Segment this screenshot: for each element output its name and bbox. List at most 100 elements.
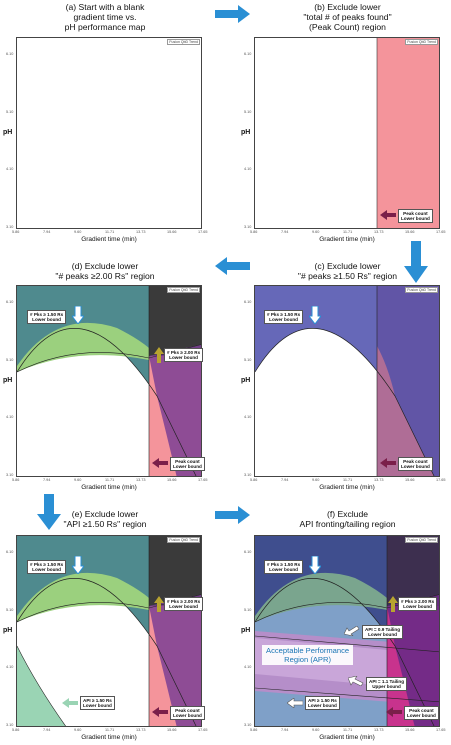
arrow-down-icon: [72, 556, 84, 574]
title-e-line1: (e) Exclude lower: [71, 509, 139, 519]
x-tick-label: 11.71: [105, 230, 115, 234]
label-line: Upper bound: [372, 684, 401, 690]
arrow-right-icon: [215, 506, 250, 524]
label-line: Lower bound: [407, 713, 436, 719]
label-peaks150-c: # Pks ≥ 1.50 Rs Lower bound: [264, 310, 304, 325]
label-line: API = 0.9 Tailing: [365, 627, 401, 632]
y-tick-label: 6.10: [6, 52, 14, 57]
label-line: # Pks ≥ 1.50 Rs: [30, 562, 64, 567]
label-line: # Pks ≥ 1.50 Rs: [30, 312, 64, 317]
arrow-left-icon: [287, 698, 303, 708]
x-tick-label: 11.71: [105, 478, 115, 482]
x-axis-label: Gradient time (min): [319, 236, 375, 243]
title-b-line2: "total # of peaks found": [303, 12, 392, 22]
arrow-down-icon: [72, 306, 84, 324]
x-tick-label: 15.66: [405, 728, 415, 732]
y-axis-label: pH: [241, 627, 251, 634]
label-line: Lower bound: [32, 567, 61, 573]
apr-line: Region (APR): [284, 655, 331, 664]
y-tick-label: 5.10: [244, 607, 252, 612]
title-a-line2: gradient time vs.: [73, 12, 137, 22]
x-tick-label: 5.86: [12, 478, 20, 482]
y-tick-label: 3.10: [6, 473, 14, 477]
title-a: (a) Start with a blank gradient time vs.…: [10, 2, 200, 32]
y-axis-label: pH: [3, 129, 13, 136]
arrow-right-icon: [215, 5, 250, 23]
y-axis-label: pH: [241, 377, 251, 384]
x-tick-label: 11.71: [343, 728, 353, 732]
corner-tag: Fusion QbD Trend: [405, 287, 438, 293]
arrow-up-icon: [154, 347, 164, 363]
corner-tag: Fusion QbD Trend: [405, 537, 438, 543]
label-line: Lower bound: [32, 317, 61, 323]
label-api11-f: API = 1.1 Tailing Upper bound: [366, 677, 408, 692]
x-tick-label: 7.94: [281, 728, 289, 732]
x-axis-label: Gradient time (min): [319, 484, 375, 491]
label-line: Peak count: [409, 708, 434, 713]
peaks200-green: [17, 572, 149, 622]
apr-line: Acceptable Performance: [266, 646, 350, 655]
label-peaks150-e: # Pks ≥ 1.50 Rs Lower bound: [27, 560, 67, 575]
x-tick-label: 9.60: [312, 478, 320, 482]
arrow-left-icon: [152, 458, 168, 468]
x-tick-label: 17.65: [198, 728, 208, 732]
title-f-line2: API fronting/tailing region: [299, 519, 396, 529]
x-tick-label: 11.71: [343, 230, 353, 234]
title-d-line1: (d) Exclude lower: [71, 261, 139, 271]
x-tick-label: 7.94: [43, 728, 51, 732]
y-tick-label: 6.10: [6, 300, 14, 305]
label-line: # Pks ≥ 1.50 Rs: [267, 312, 301, 317]
peak-count-region: [377, 38, 439, 228]
x-axis-label: Gradient time (min): [81, 734, 137, 741]
label-line: # Pks ≥ 2.00 Rs: [401, 599, 435, 604]
arrow-left-icon: [380, 458, 396, 468]
label-peak-count-c: Peak count Lower bound: [398, 457, 433, 472]
x-tick-label: 17.65: [436, 478, 446, 482]
y-tick-label: 5.10: [244, 109, 252, 114]
y-tick-label: 5.10: [6, 357, 14, 362]
label-line: Lower bound: [83, 703, 112, 709]
x-tick-label: 17.65: [198, 230, 208, 234]
title-b: (b) Exclude lower "total # of peaks foun…: [250, 2, 445, 32]
y-tick-label: 3.10: [244, 473, 252, 477]
x-tick-label: 15.66: [167, 728, 177, 732]
label-api150-e: API ≥ 1.50 Rs Lower bound: [80, 696, 115, 711]
title-c-line1: (c) Exclude lower: [314, 261, 381, 271]
title-a-line1: (a) Start with a blank: [65, 2, 145, 12]
x-tick-label: 5.86: [12, 230, 20, 234]
label-line: # Pks ≥ 2.00 Rs: [167, 350, 201, 355]
title-c: (c) Exclude lower "# peaks ≥1.50 Rs" reg…: [250, 261, 445, 281]
x-tick-label: 13.73: [136, 230, 146, 234]
title-d-line2: "# peaks ≥2.00 Rs" region: [55, 271, 155, 281]
arrow-down-icon: [37, 494, 61, 530]
x-tick-label: 9.60: [74, 728, 82, 732]
x-tick-label: 15.66: [405, 478, 415, 482]
x-tick-label: 5.86: [250, 478, 258, 482]
y-tick-label: 4.10: [6, 167, 14, 172]
arrow-left-icon: [62, 698, 78, 708]
apr-label: Acceptable Performance Region (APR): [262, 645, 354, 665]
title-e: (e) Exclude lower "API ≥1.50 Rs" region: [10, 509, 200, 529]
label-line: Peak count: [403, 459, 428, 464]
y-tick-label: 3.10: [244, 723, 252, 727]
label-peak-count-e: Peak count Lower bound: [170, 706, 205, 721]
label-line: API = 1.1 Tailing: [369, 679, 405, 684]
y-tick-label: 6.10: [6, 550, 14, 555]
x-tick-label: 11.71: [343, 478, 353, 482]
x-tick-label: 7.94: [43, 230, 51, 234]
arrow-up-icon: [388, 596, 398, 612]
y-tick-label: 4.10: [6, 415, 14, 420]
label-line: Lower bound: [308, 703, 337, 709]
title-f: (f) Exclude API fronting/tailing region: [250, 509, 445, 529]
arrow-down-icon: [309, 306, 321, 324]
x-tick-label: 9.60: [312, 230, 320, 234]
plot-a: Fusion QbD Trend: [16, 37, 202, 229]
y-tick-label: 4.10: [244, 415, 252, 420]
label-peak-count-d: Peak count Lower bound: [170, 457, 205, 472]
arrow-left-icon: [386, 707, 402, 717]
label-peak-count-f: Peak count Lower bound: [404, 706, 439, 721]
x-tick-label: 5.86: [12, 728, 20, 732]
y-tick-label: 4.10: [244, 167, 252, 172]
title-f-line1: (f) Exclude: [326, 509, 369, 519]
x-tick-label: 7.94: [43, 478, 51, 482]
